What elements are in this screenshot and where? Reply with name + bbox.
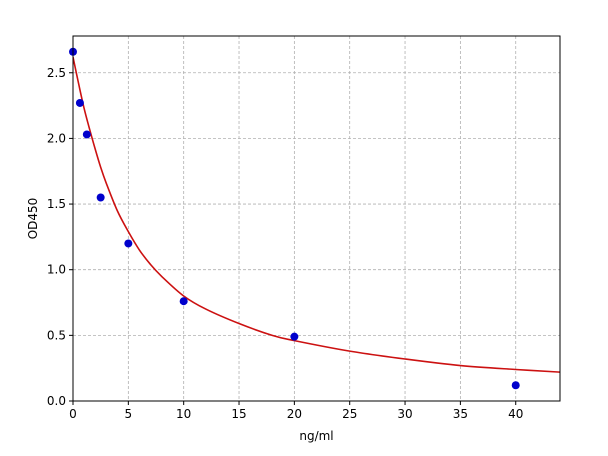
y-tick-label: 1.0 (47, 263, 66, 277)
data-point (96, 193, 105, 202)
y-tick-label: 1.5 (47, 197, 66, 211)
x-tick-label: 10 (176, 407, 191, 421)
y-tick-label: 2.5 (47, 66, 66, 80)
x-tick-label: 15 (231, 407, 246, 421)
x-axis-ticks: 0 5 10 15 20 25 30 35 40 (69, 401, 523, 421)
x-tick-label: 5 (125, 407, 133, 421)
x-tick-label: 35 (453, 407, 468, 421)
x-tick-label: 40 (508, 407, 523, 421)
plot-frame (72, 35, 561, 402)
y-axis-label: OD450 (26, 198, 40, 240)
y-tick-label: 0.0 (47, 394, 66, 408)
data-point (511, 381, 520, 390)
x-axis-label: ng/ml (299, 429, 333, 443)
fit-curve-line (73, 56, 560, 373)
x-tick-label: 25 (342, 407, 357, 421)
y-tick-label: 2.0 (47, 131, 66, 145)
y-tick-label: 0.5 (47, 328, 66, 342)
x-tick-label: 0 (69, 407, 77, 421)
grid-lines (72, 36, 560, 402)
data-point (124, 239, 133, 248)
data-point (290, 332, 299, 341)
data-point (75, 98, 84, 107)
data-point (179, 297, 188, 306)
x-tick-label: 30 (397, 407, 412, 421)
x-tick-label: 20 (287, 407, 302, 421)
y-axis-ticks: 0.0 0.5 1.0 1.5 2.0 2.5 (47, 66, 73, 408)
data-point (82, 130, 91, 139)
fit-curve-layer (73, 56, 560, 373)
